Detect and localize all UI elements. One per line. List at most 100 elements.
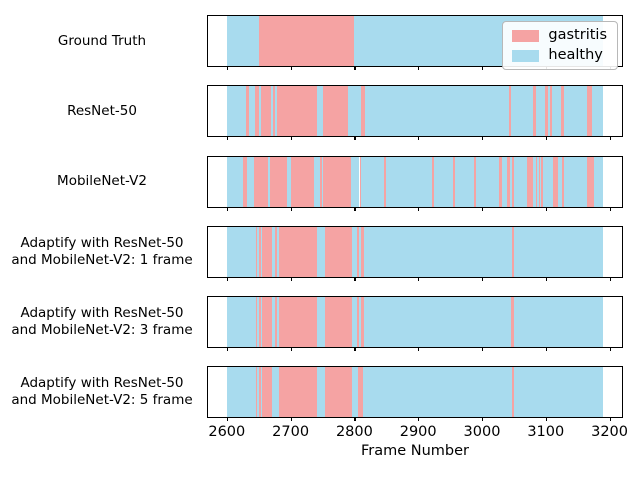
axis-tick bbox=[418, 66, 420, 70]
axis-tick bbox=[609, 276, 611, 281]
timeline-segment-healthy bbox=[543, 156, 554, 207]
axis-tick bbox=[226, 206, 229, 211]
timeline-segment-gastritis bbox=[261, 226, 273, 277]
timeline-segment-healthy bbox=[434, 156, 454, 207]
axis-tick bbox=[354, 417, 356, 422]
timeline-segment-gastritis bbox=[510, 297, 514, 348]
timeline-segment-healthy bbox=[321, 156, 324, 207]
timeline-segment-healthy bbox=[513, 367, 604, 418]
timeline-segment-healthy bbox=[276, 297, 280, 348]
axis-tick bbox=[290, 417, 292, 422]
x-axis-title: Frame Number bbox=[360, 443, 470, 459]
timeline-segment-gastritis bbox=[323, 156, 352, 207]
timeline-segment-gastritis bbox=[384, 156, 387, 207]
timeline-segment-gastritis bbox=[255, 297, 258, 348]
timeline-segment-gastritis bbox=[359, 156, 362, 207]
timeline-segment-healthy bbox=[364, 86, 509, 137]
axis-tick bbox=[545, 206, 548, 211]
axis-tick bbox=[609, 347, 611, 352]
axis-tick bbox=[354, 136, 356, 141]
timeline-segment-healthy bbox=[547, 86, 550, 137]
row-label: ResNet-50 bbox=[67, 102, 137, 119]
timeline-segment-gastritis bbox=[279, 367, 317, 418]
timeline-segment-gastritis bbox=[258, 16, 355, 66]
timeline-segment-healthy bbox=[552, 86, 562, 137]
axes-box: 2600 2700 2800 2900 3000 3100 3200 bbox=[207, 366, 628, 440]
axis-tick bbox=[418, 136, 420, 141]
axes-box bbox=[207, 155, 623, 211]
axis-tick bbox=[418, 417, 420, 422]
timeline-segment-healthy bbox=[533, 156, 536, 207]
axis-tick bbox=[481, 206, 484, 211]
axes-box bbox=[207, 296, 623, 352]
timeline-segment-gastritis bbox=[269, 156, 288, 207]
timeline-segment-healthy bbox=[257, 367, 259, 418]
timeline-segment-healthy bbox=[563, 86, 587, 137]
timeline-segment-gastritis bbox=[323, 86, 349, 137]
tick-label: 2700 bbox=[272, 424, 310, 441]
timeline-segment-healthy bbox=[513, 297, 604, 348]
healthy-swatch-icon bbox=[512, 49, 540, 62]
row-label: Adaptify with ResNet-50 and MobileNet-V2:… bbox=[11, 305, 193, 339]
timeline-segment-gastritis bbox=[258, 367, 261, 418]
timeline-segment-healthy bbox=[316, 226, 326, 277]
timeline-segment-healthy bbox=[351, 367, 359, 418]
axis-tick bbox=[481, 417, 484, 422]
axis-tick bbox=[354, 276, 356, 281]
timeline-segment-gastritis bbox=[508, 86, 512, 137]
timeline-segment-healthy bbox=[351, 226, 357, 277]
timeline-segment-gastritis bbox=[255, 226, 258, 277]
timeline-segment-gastritis bbox=[538, 156, 541, 207]
axes-box bbox=[207, 85, 623, 141]
timeline-segment-healthy bbox=[226, 226, 256, 277]
timeline-segment-gastritis bbox=[549, 86, 553, 137]
timeline-segment-gastritis bbox=[258, 297, 261, 348]
axis-tick bbox=[290, 276, 292, 281]
timeline-segment-healthy bbox=[316, 297, 326, 348]
timeline-segment-gastritis bbox=[453, 156, 456, 207]
timeline-segment-healthy bbox=[537, 156, 539, 207]
subplots-container: Ground Truth ResNet-50 MobileNet-V2 Adaptif… bbox=[0, 15, 640, 440]
legend-item-healthy: healthy bbox=[512, 48, 607, 63]
timeline-segment-healthy bbox=[275, 86, 278, 137]
timeline-segment-healthy bbox=[276, 226, 280, 277]
timeline-segment-gastritis bbox=[511, 367, 514, 418]
timeline-segment-gastritis bbox=[507, 156, 511, 207]
timeline-segment-healthy bbox=[557, 156, 562, 207]
timeline-segment-healthy bbox=[511, 86, 533, 137]
axis-tick bbox=[226, 136, 229, 141]
timeline-segment-gastritis bbox=[325, 367, 352, 418]
legend-item-gastritis: gastritis bbox=[512, 28, 607, 43]
subplot-row: ResNet-50 bbox=[0, 85, 640, 141]
timeline-segment-gastritis bbox=[511, 156, 514, 207]
timeline-segment-healthy bbox=[351, 156, 360, 207]
legend-label: gastritis bbox=[548, 27, 607, 43]
gastritis-swatch-icon bbox=[512, 29, 540, 42]
timeline-segment-healthy bbox=[348, 86, 362, 137]
timeline-segment-healthy bbox=[259, 86, 262, 137]
axis-tick bbox=[481, 347, 484, 352]
axis-tick bbox=[545, 136, 548, 141]
axis-tick bbox=[354, 66, 356, 70]
axis-tick bbox=[290, 347, 292, 352]
axes-box bbox=[207, 225, 623, 281]
timeline-segment-healthy bbox=[271, 86, 274, 137]
timeline-segment-healthy bbox=[351, 297, 357, 348]
subplot-row: MobileNet-V2 bbox=[0, 155, 640, 211]
row-label: MobileNet-V2 bbox=[57, 173, 147, 190]
axis-tick bbox=[481, 66, 484, 70]
timeline-segment-healthy bbox=[386, 156, 433, 207]
timeline-segment-gastritis bbox=[361, 86, 365, 137]
timeline-segment-healthy bbox=[316, 367, 326, 418]
timeline-segment-gastritis bbox=[325, 297, 352, 348]
timeline-segment-gastritis bbox=[277, 86, 317, 137]
timeline-segment-healthy bbox=[540, 156, 542, 207]
timeline-segment-healthy bbox=[257, 297, 259, 348]
timeline-segment-healthy bbox=[272, 297, 275, 348]
timeline-segment-gastritis bbox=[586, 86, 592, 137]
timeline-segment-gastritis bbox=[360, 226, 364, 277]
tick-label: 3000 bbox=[463, 424, 501, 441]
timeline-segment-gastritis bbox=[254, 156, 268, 207]
timeline-segment-gastritis bbox=[245, 86, 249, 137]
timeline-segment-healthy bbox=[260, 297, 262, 348]
